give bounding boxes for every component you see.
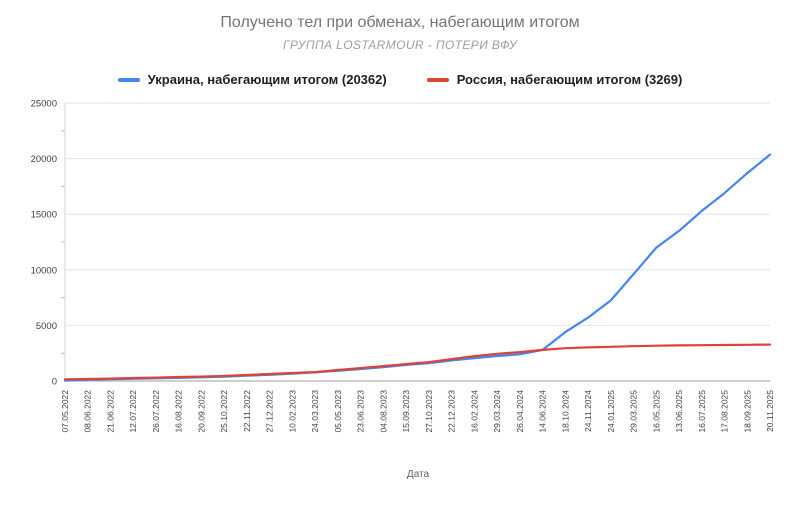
chart-subtitle: ГРУППА LOSTARMOUR - ПОТЕРИ ВФУ (282, 38, 517, 52)
chart-title: Получено тел при обменах, набегающим ито… (220, 14, 580, 31)
svg-text:17.08.2025: 17.08.2025 (720, 390, 730, 433)
svg-text:23.06.2023: 23.06.2023 (356, 390, 366, 433)
svg-text:14.06.2024: 14.06.2024 (538, 390, 548, 433)
svg-text:12.07.2022: 12.07.2022 (128, 390, 138, 433)
svg-text:0: 0 (52, 377, 57, 388)
legend-item-russia: Россия, набегающим итогом (3269) (426, 72, 683, 87)
svg-text:29.03.2024: 29.03.2024 (492, 390, 502, 433)
svg-text:10.02.2023: 10.02.2023 (287, 390, 297, 433)
svg-text:21.06.2022: 21.06.2022 (106, 390, 116, 433)
svg-text:26.04.2024: 26.04.2024 (515, 390, 525, 433)
svg-text:18.10.2024: 18.10.2024 (560, 390, 570, 433)
svg-text:20.11.2025: 20.11.2025 (765, 390, 775, 432)
svg-text:24.11.2024: 24.11.2024 (583, 390, 593, 432)
russia-series-marker (426, 77, 449, 82)
svg-text:16.05.2025: 16.05.2025 (651, 390, 661, 433)
svg-text:08.06.2022: 08.06.2022 (83, 390, 93, 433)
svg-text:Дата: Дата (407, 469, 430, 480)
chart-header: Получено тел при обменах, набегающим ито… (0, 0, 800, 87)
svg-text:22.11.2022: 22.11.2022 (242, 390, 252, 432)
svg-text:18.09.2025: 18.09.2025 (742, 390, 752, 433)
svg-text:27.12.2022: 27.12.2022 (265, 390, 275, 433)
svg-text:16.02.2024: 16.02.2024 (469, 390, 479, 433)
svg-text:27.10.2023: 27.10.2023 (424, 390, 434, 433)
svg-text:15000: 15000 (31, 210, 57, 221)
svg-text:10000: 10000 (31, 265, 57, 276)
chart-area: 0 5000 10000 15000 20000 25000 07.05.2022 08.06… (0, 93, 800, 490)
svg-text:29.03.2025: 29.03.2025 (629, 390, 639, 433)
legend-item-ukraine: Украина, набегающим итогом (20362) (117, 72, 387, 87)
russia-series-label: Россия, набегающим итогом (3269) (456, 72, 683, 87)
svg-text:25000: 25000 (31, 99, 57, 110)
svg-text:05.05.2023: 05.05.2023 (333, 390, 343, 433)
cumulative-line-chart: 0 5000 10000 15000 20000 25000 07.05.2022 08.06… (31, 99, 775, 481)
svg-text:24.03.2023: 24.03.2023 (310, 390, 320, 433)
svg-text:13.06.2025: 13.06.2025 (674, 390, 684, 433)
svg-text:5000: 5000 (36, 321, 57, 332)
svg-text:26.07.2022: 26.07.2022 (151, 390, 161, 433)
ukraine-series-label: Украина, набегающим итогом (20362) (147, 72, 387, 87)
svg-text:15.09.2023: 15.09.2023 (401, 390, 411, 433)
svg-text:07.05.2022: 07.05.2022 (60, 390, 70, 433)
svg-text:24.01.2025: 24.01.2025 (606, 390, 616, 433)
svg-text:04.08.2023: 04.08.2023 (378, 390, 388, 433)
svg-text:22.12.2023: 22.12.2023 (447, 390, 457, 433)
svg-text:25.10.2022: 25.10.2022 (219, 390, 229, 433)
svg-text:16.07.2025: 16.07.2025 (697, 390, 707, 433)
svg-text:20.09.2022: 20.09.2022 (197, 390, 207, 433)
svg-text:16.08.2022: 16.08.2022 (174, 390, 184, 433)
svg-text:20000: 20000 (31, 154, 57, 165)
legend: Украина, набегающим итогом (20362) Росси… (0, 72, 800, 87)
ukraine-series-marker (117, 77, 140, 82)
